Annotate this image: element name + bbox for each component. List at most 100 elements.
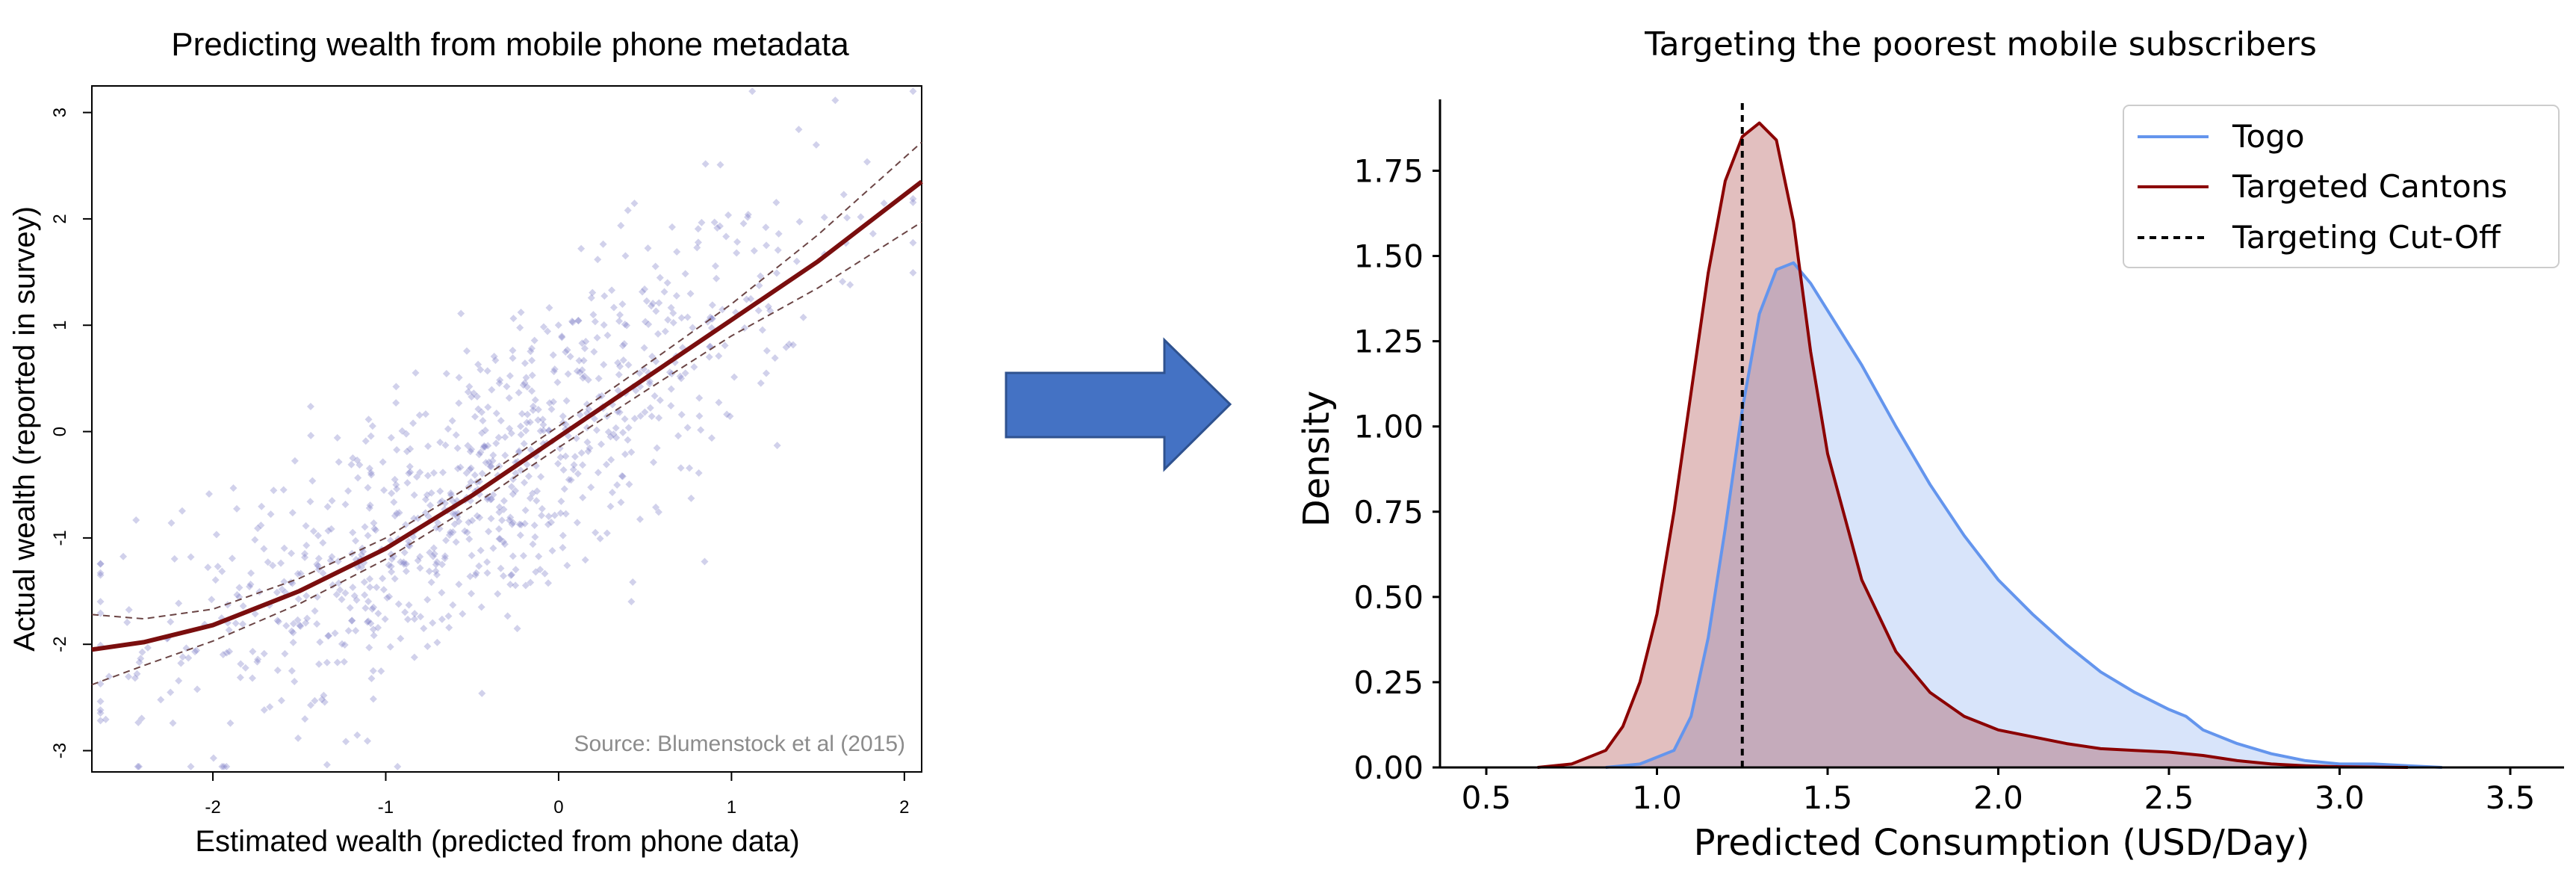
scatter-point — [253, 658, 261, 666]
right-x-tick-label: 2.5 — [2144, 779, 2194, 816]
scatter-point — [556, 453, 565, 461]
scatter-point — [356, 461, 364, 469]
scatter-point — [429, 469, 438, 477]
scatter-point — [394, 762, 402, 770]
scatter-point — [497, 564, 505, 572]
scatter-point — [538, 504, 546, 513]
fit-lines-group — [91, 141, 923, 686]
left-x-tick-label: 0 — [553, 797, 563, 818]
scatter-point — [455, 374, 463, 382]
scatter-point — [340, 658, 348, 666]
scatter-point — [412, 369, 420, 377]
scatter-point — [453, 444, 462, 452]
scatter-point — [518, 409, 526, 418]
scatter-point — [733, 249, 741, 257]
scatter-point — [433, 638, 441, 646]
scatter-point — [387, 550, 395, 558]
scatter-point — [909, 198, 917, 206]
scatter-point — [506, 424, 514, 433]
scatter-point — [178, 507, 186, 515]
scatter-point — [406, 445, 415, 453]
scatter-point — [606, 502, 615, 510]
scatter-point — [624, 206, 632, 214]
scatter-point — [517, 430, 525, 439]
scatter-point — [341, 640, 349, 649]
scatter-point — [323, 503, 332, 511]
scatter-point — [342, 738, 350, 746]
scatter-point — [335, 458, 343, 466]
scatter-point — [248, 674, 256, 682]
scatter-point — [367, 469, 375, 477]
scatter-point — [742, 295, 751, 303]
scatter-point — [545, 427, 553, 435]
scatter-point — [357, 551, 365, 559]
scatter-point — [368, 422, 376, 430]
scatter-point — [564, 370, 572, 378]
scatter-point — [134, 718, 143, 726]
scatter-point — [545, 303, 553, 312]
scatter-point — [338, 596, 346, 604]
scatter-point — [627, 448, 636, 457]
scatter-point — [266, 703, 274, 711]
scatter-point — [558, 332, 566, 340]
scatter-point — [653, 444, 661, 452]
scatter-point — [503, 383, 511, 391]
scatter-point — [319, 539, 327, 547]
scatter-point — [468, 590, 476, 598]
scatter-point — [303, 614, 311, 622]
scatter-point — [193, 646, 201, 655]
scatter-point — [421, 495, 429, 504]
scatter-point — [392, 480, 400, 489]
scatter-point — [214, 563, 222, 571]
scatter-point — [123, 618, 131, 626]
scatter-point — [288, 549, 296, 557]
scatter-point — [279, 486, 288, 494]
scatter-point — [632, 386, 640, 395]
scatter-point — [270, 486, 278, 495]
scatter-point — [498, 516, 506, 525]
ci-upper-line — [91, 141, 922, 620]
scatter-point — [512, 566, 520, 574]
scatter-point — [223, 762, 231, 770]
scatter-point — [410, 615, 418, 623]
scatter-point — [677, 464, 685, 472]
scatter-point — [302, 522, 310, 530]
scatter-point — [277, 696, 285, 705]
scatter-point — [449, 528, 457, 536]
scatter-point — [393, 485, 401, 493]
scatter-point — [405, 537, 413, 546]
scatter-point — [562, 452, 570, 460]
togo-density-line — [1605, 261, 2442, 769]
scatter-point — [558, 333, 566, 341]
scatter-point — [587, 294, 595, 302]
scatter-point — [450, 520, 459, 528]
scatter-point — [254, 525, 262, 533]
scatter-point — [721, 341, 729, 350]
scatter-point — [536, 566, 544, 574]
scatter-point — [506, 581, 515, 589]
scatter-point — [193, 685, 202, 693]
scatter-point — [447, 528, 455, 537]
right-y-tick-label: 0.25 — [1353, 664, 1424, 701]
source-annotation: Source: Blumenstock et al (2015) — [574, 732, 905, 756]
scatter-point — [373, 584, 381, 592]
scatter-point — [238, 620, 246, 628]
scatter-point — [301, 715, 309, 723]
scatter-point — [370, 525, 379, 533]
scatter-point — [857, 213, 865, 221]
scatter-point — [568, 318, 576, 326]
scatter-point — [624, 436, 632, 444]
legend-label-cutoff: Targeting Cut-Off — [2232, 219, 2501, 256]
scatter-point — [353, 596, 361, 605]
scatter-point — [496, 376, 504, 384]
scatter-point — [572, 434, 580, 442]
scatter-point — [582, 337, 590, 345]
scatter-point — [509, 346, 517, 354]
scatter-point — [426, 501, 435, 510]
scatter-point — [344, 627, 353, 635]
scatter-point — [495, 379, 503, 387]
scatter-point — [296, 622, 304, 630]
scatter-point — [297, 569, 305, 578]
scatter-point — [537, 473, 545, 481]
scatter-point — [349, 528, 357, 537]
